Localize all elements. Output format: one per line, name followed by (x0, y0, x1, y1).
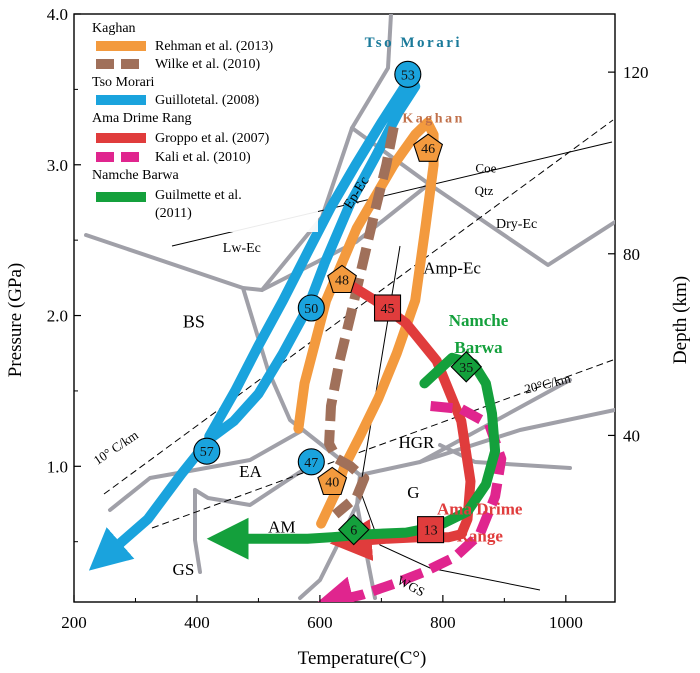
chart-annotation: EA (239, 462, 262, 481)
marker-shape (450, 351, 483, 383)
y2-axis-title: Depth (km) (670, 276, 691, 364)
marker-label: 57 (200, 445, 214, 460)
legend-entry-kali: Kali et al. (2010) (155, 150, 251, 165)
marker-shape (394, 60, 422, 88)
y2-tick-label: 40 (623, 426, 640, 445)
point-marker-circle: 50 (297, 294, 325, 322)
y2-tick-label: 80 (623, 245, 640, 264)
chart-annotation: Dry-Ec (496, 217, 537, 232)
chart-annotation: Lw-Ec (223, 241, 261, 256)
y-tick-label: 3.0 (47, 156, 68, 175)
marker-shape (317, 466, 348, 496)
pt-path-series-2 (324, 126, 399, 519)
geotherm-10-line (103, 119, 614, 495)
x-tick-label: 800 (430, 613, 456, 632)
legend-group-ama-drime: Ama Drime Rang (92, 111, 192, 126)
x-tick-label: 200 (61, 613, 87, 632)
legend-entry-guilmette-line2: (2011) (155, 206, 192, 221)
pt-path-series-4 (311, 401, 507, 602)
facies-boundary (193, 468, 305, 507)
x-tick-label: 600 (307, 613, 333, 632)
marker-label: 13 (424, 524, 438, 539)
x-tick-label: 1000 (549, 613, 583, 632)
chart-annotation: GS (173, 560, 195, 579)
marker-label: 46 (421, 142, 435, 157)
marker-label: 35 (459, 361, 473, 376)
legend-entry-rehman: Rehman et al. (2013) (155, 39, 274, 54)
chart-annotation: Qtz (475, 183, 494, 198)
legend-group-kaghan: Kaghan (92, 21, 136, 36)
marker-shape (327, 264, 357, 294)
geotherm-20-line (151, 359, 614, 529)
marker-label: 45 (381, 302, 395, 317)
marker-label: 40 (325, 475, 339, 490)
point-marker-diamond: 35 (450, 351, 483, 383)
marker-shape (337, 513, 370, 546)
chart-annotation: Namche (449, 311, 509, 330)
chart-annotation: G (407, 483, 419, 502)
point-marker-diamond: 6 (337, 513, 370, 546)
legend-entry-guillot: Guillotetal. (2008) (155, 93, 260, 108)
point-marker-circle: 53 (394, 60, 422, 88)
chart-annotation: Tso Morari (365, 35, 462, 51)
marker-shape (297, 448, 325, 476)
legend-group-tso-morari: Tso Morari (92, 75, 155, 90)
axes: 200 400 600 800 1000 1.0 2.0 3.0 4.0 40 80 120 (47, 5, 649, 632)
point-marker-square: 13 (417, 516, 445, 544)
x-tick-label: 400 (184, 613, 210, 632)
marker-shape (413, 133, 444, 162)
facies-boundary (350, 126, 431, 186)
marker-shape (373, 294, 402, 322)
marker-shape (417, 516, 445, 544)
chart-annotation: Coe (475, 160, 496, 175)
x-axis-title: Temperature(C°) (298, 648, 427, 669)
marker-label: 50 (304, 302, 318, 317)
marker-label: 6 (350, 524, 357, 539)
chart-annotation: Barwa (454, 338, 503, 357)
legend-entry-guilmette: Guilmette et al. (155, 188, 242, 203)
marker-shape (297, 294, 325, 322)
y-tick-label: 2.0 (47, 307, 68, 326)
y-axis-title: Pressure (GPa) (5, 263, 26, 378)
y-tick-label: 4.0 (47, 5, 68, 24)
y2-tick-label: 120 (623, 63, 649, 82)
chart-annotation: Range (457, 527, 504, 546)
marker-shape (193, 437, 221, 465)
point-marker-circle: 57 (193, 437, 221, 465)
pt-path-series-0 (88, 70, 421, 571)
facies-boundary (193, 488, 202, 574)
chart-annotation: BS (183, 312, 205, 332)
chart-annotation: Ama Drime (437, 500, 523, 519)
facies-boundary (438, 443, 572, 470)
point-marker-circle: 47 (297, 448, 325, 476)
marker-label: 48 (335, 273, 349, 288)
legend-entry-groppo: Groppo et al. (2007) (155, 131, 270, 146)
point-markers: 53 50 57 47 46 48 40 45 13 35 6 (193, 60, 483, 546)
marker-label: 53 (401, 68, 415, 83)
y-tick-label: 1.0 (47, 457, 68, 476)
legend-entry-wilke: Wilke et al. (2010) (155, 57, 261, 72)
point-marker-square: 45 (373, 294, 402, 322)
chart-annotation: Amp-Ec (423, 258, 481, 277)
chart-annotation: Kaghan (402, 112, 464, 127)
legend: Kaghan Rehman et al. (2013) Wilke et al.… (84, 16, 318, 232)
chart-annotation: HGR (398, 433, 435, 452)
pt-path-series-1 (293, 117, 439, 529)
point-marker-pentagon: 46 (413, 133, 444, 162)
point-marker-pentagon: 40 (317, 466, 348, 496)
chart-annotation: AM (268, 518, 295, 537)
marker-label: 47 (304, 456, 318, 471)
point-marker-pentagon: 48 (327, 264, 357, 294)
legend-group-namche-barwa: Namche Barwa (92, 168, 179, 183)
facies-boundary (108, 428, 305, 512)
